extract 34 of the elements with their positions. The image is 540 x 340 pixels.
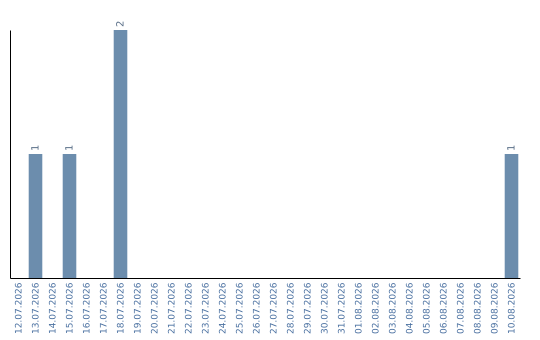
data-label: 1 <box>30 144 42 151</box>
x-tick-label: 08.08.2026 <box>474 282 484 334</box>
data-label: 1 <box>64 144 76 151</box>
x-tick-label: 28.07.2026 <box>286 282 296 334</box>
x-tick-label: 03.08.2026 <box>388 282 398 334</box>
x-tick-label: 18.07.2026 <box>116 282 126 334</box>
x-tick-label: 06.08.2026 <box>440 282 450 334</box>
x-tick-label: 26.07.2026 <box>252 282 262 334</box>
x-tick-label: 27.07.2026 <box>270 282 280 334</box>
x-tick-label: 17.07.2026 <box>100 282 110 334</box>
x-tick-label: 02.08.2026 <box>372 282 382 334</box>
x-tick-label: 09.08.2026 <box>490 282 500 334</box>
x-tick-label: 20.07.2026 <box>150 282 160 334</box>
x-tick-label: 13.07.2026 <box>32 282 42 334</box>
x-tick-label: 05.08.2026 <box>422 282 432 334</box>
x-tick-label: 16.07.2026 <box>82 282 92 334</box>
x-tick-label: 12.07.2026 <box>14 282 24 334</box>
x-tick-label: 04.08.2026 <box>406 282 416 334</box>
x-tick-label: 15.07.2026 <box>66 282 76 334</box>
x-tick-label: 31.07.2026 <box>338 282 348 334</box>
x-tick-label: 24.07.2026 <box>218 282 228 334</box>
x-tick-label: 21.07.2026 <box>168 282 178 334</box>
x-tick-label: 23.07.2026 <box>202 282 212 334</box>
x-tick-label: 22.07.2026 <box>184 282 194 334</box>
x-tick-label: 19.07.2026 <box>134 282 144 334</box>
x-tick-label: 30.07.2026 <box>320 282 330 334</box>
x-tick-label: 07.08.2026 <box>456 282 466 334</box>
x-tick-label: 25.07.2026 <box>236 282 246 334</box>
x-tick-label: 10.08.2026 <box>508 282 518 334</box>
x-tick-label: 14.07.2026 <box>48 282 58 334</box>
x-tick-label: 29.07.2026 <box>304 282 314 334</box>
data-label: 1 <box>506 144 518 151</box>
x-tick-label: 01.08.2026 <box>354 282 364 334</box>
data-label: 2 <box>116 20 126 27</box>
